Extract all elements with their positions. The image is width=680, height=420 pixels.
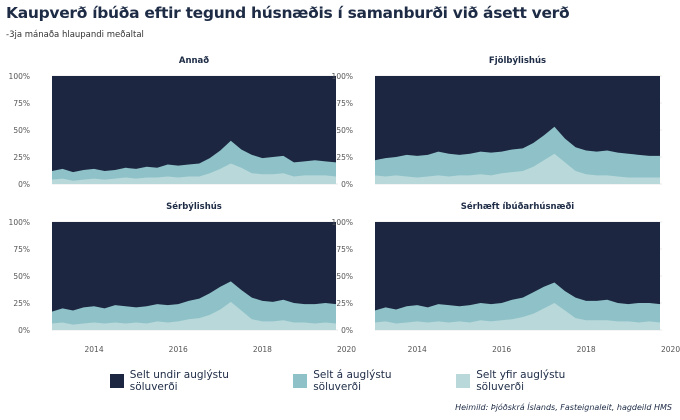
y-tick-label: 100% (332, 72, 353, 81)
area-at (52, 140, 336, 184)
y-tick-label: 0% (341, 180, 353, 189)
y-tick-label: 75% (13, 245, 30, 254)
y-tick-label: 50% (336, 126, 353, 135)
facet-title: Annað (179, 56, 209, 66)
y-tick-label: 25% (336, 299, 353, 308)
facet-title: Sérbýlishús (166, 201, 222, 212)
x-tick-label: 2016 (492, 345, 511, 354)
faceted-area-chart: Annað 0% 25% 50% 75% 100% Fjölbýlishús 0% 25% 50%… (9, 56, 680, 354)
area-over (375, 153, 660, 184)
facet-title: Fjölbýlishús (489, 56, 546, 66)
legend-swatch-under (110, 374, 124, 388)
x-tick-label: 2014 (85, 345, 104, 354)
area-at (52, 281, 336, 330)
area-at (375, 282, 660, 330)
x-tick-label: 2020 (337, 345, 356, 354)
y-tick-label: 100% (332, 218, 353, 227)
area-at (375, 126, 660, 184)
y-tick-label: 50% (13, 126, 30, 135)
area-over (375, 303, 660, 330)
y-tick-label: 50% (13, 272, 30, 281)
x-tick-label: 2018 (577, 345, 596, 354)
chart-title: Kaupverð íbúða eftir tegund húsnæðis í s… (6, 4, 570, 22)
legend-item-under: Selt undir auglýstu söluverði (110, 369, 277, 393)
legend-item-over: Selt yfir auglýstu söluverði (456, 369, 614, 393)
source-caption: Heimild: Þjóðskrá Íslands, Fasteignaleit… (455, 403, 672, 412)
legend-label-at: Selt á auglýstu söluverði (313, 369, 392, 393)
y-tick-label: 0% (341, 326, 353, 335)
x-tick-label: 2020 (661, 345, 680, 354)
x-tick-label: 2016 (169, 345, 188, 354)
legend-swatch-over (456, 374, 471, 388)
y-tick-label: 100% (9, 218, 30, 227)
y-tick-label: 0% (18, 326, 30, 335)
area-over (52, 301, 336, 330)
y-tick-label: 25% (13, 153, 30, 162)
y-tick-label: 25% (13, 299, 30, 308)
y-tick-label: 75% (336, 245, 353, 254)
legend: Selt undir auglýstu söluverði Selt á aug… (110, 369, 630, 393)
y-tick-label: 25% (336, 153, 353, 162)
chart-subtitle: -3ja mánaða hlaupandi meðaltal (6, 30, 144, 40)
y-tick-label: 50% (336, 272, 353, 281)
x-tick-label: 2018 (253, 345, 272, 354)
legend-item-at: Selt á auglýstu söluverði (293, 369, 440, 393)
y-tick-label: 75% (13, 99, 30, 108)
area-over (52, 163, 336, 184)
legend-label-under: Selt undir auglýstu söluverði (129, 369, 229, 393)
y-tick-label: 100% (9, 72, 30, 81)
y-tick-label: 0% (18, 180, 30, 189)
facet-title: Sérhæft íbúðarhúsnæði (461, 201, 575, 212)
legend-label-over: Selt yfir auglýstu söluverði (476, 369, 566, 393)
legend-swatch-at (293, 374, 308, 388)
area-under (52, 76, 336, 184)
x-tick-label: 2014 (408, 345, 427, 354)
y-tick-label: 75% (336, 99, 353, 108)
